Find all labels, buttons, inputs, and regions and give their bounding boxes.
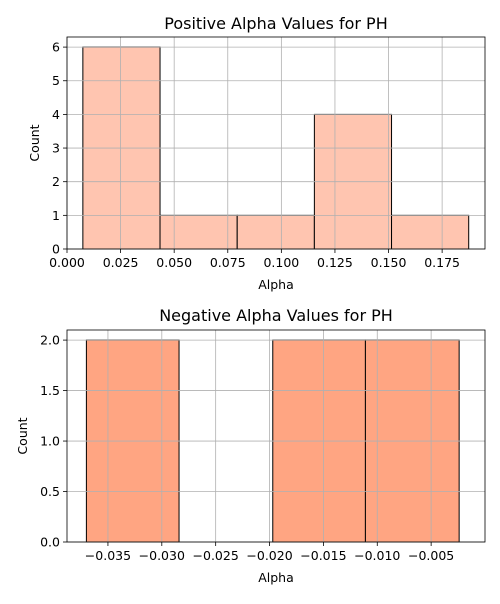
x-axis-label: Alpha (258, 277, 294, 292)
y-tick-label: 0 (52, 242, 60, 257)
y-tick-label: 0.0 (40, 535, 60, 550)
y-axis-label: Count (15, 417, 30, 454)
y-tick-label: 4 (52, 107, 60, 122)
x-tick-label: 0.175 (424, 255, 460, 270)
x-tick-label: 0.125 (317, 255, 353, 270)
y-tick-label: 3 (52, 141, 60, 156)
x-tick-label: 0.000 (49, 255, 85, 270)
x-axis-label: Alpha (258, 570, 294, 585)
x-tick-label: 0.050 (156, 255, 192, 270)
y-tick-label: 1.0 (40, 434, 60, 449)
axes-frame (66, 36, 486, 250)
histogram-bar (159, 214, 238, 250)
histogram-bar (236, 214, 315, 250)
chart-title: Negative Alpha Values for PH (159, 306, 393, 325)
y-tick-label: 2 (52, 174, 60, 189)
y-tick-label: 2.0 (40, 333, 60, 348)
negative-alpha-histogram: −0.035 −0.030 −0.025 −0.020 −0.015 −0.010 −0.0… (15, 306, 486, 585)
y-tick-label: 1 (52, 208, 60, 223)
x-tick-label: 0.150 (371, 255, 407, 270)
x-tick-label: 0.025 (103, 255, 139, 270)
histogram-bar (391, 214, 470, 250)
y-tick-label: 5 (52, 73, 60, 88)
positive-alpha-histogram: 0.000 0.025 0.050 0.075 0.100 0.125 0.150 0.175… (27, 14, 486, 292)
y-tick-label: 0.5 (40, 484, 60, 499)
x-tick-label: −0.020 (246, 548, 292, 563)
axes-frame (66, 329, 486, 543)
y-tick-label: 6 (52, 40, 60, 55)
y-tick-label: 1.5 (40, 383, 60, 398)
x-tick-label: −0.030 (139, 548, 185, 563)
x-tick-label: −0.035 (85, 548, 131, 563)
x-tick-label: 0.100 (263, 255, 299, 270)
x-tick-label: −0.010 (354, 548, 400, 563)
y-axis-label: Count (27, 124, 42, 161)
x-tick-label: −0.015 (300, 548, 346, 563)
chart-title: Positive Alpha Values for PH (164, 14, 387, 33)
x-tick-label: 0.075 (210, 255, 246, 270)
x-tick-label: −0.005 (408, 548, 454, 563)
x-tick-label: −0.025 (193, 548, 239, 563)
